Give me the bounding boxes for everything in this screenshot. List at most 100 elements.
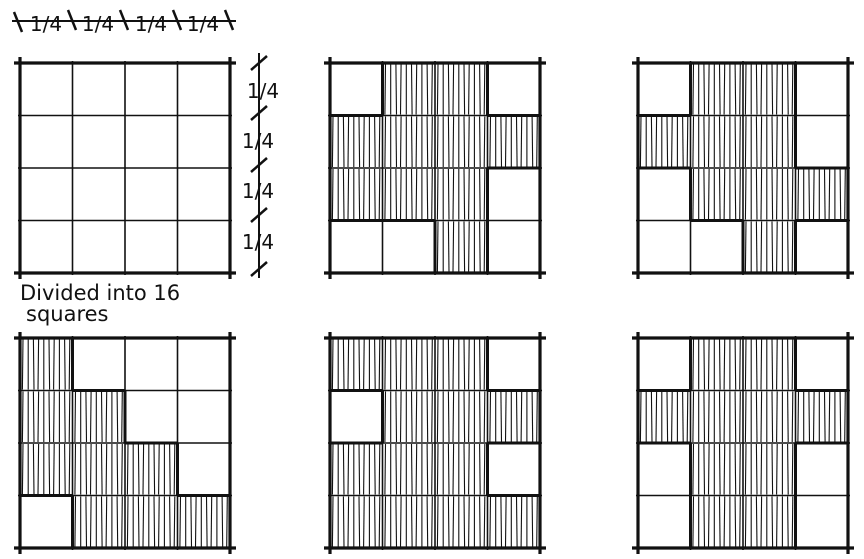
hatch-stroke	[68, 443, 71, 495]
hatched-cell	[436, 391, 486, 443]
hatch-stroke	[703, 338, 706, 390]
hatch-stroke	[650, 116, 653, 168]
hatch-stroke	[536, 496, 538, 548]
hatch-stroke	[703, 496, 706, 548]
hatch-stroke	[787, 338, 789, 390]
hatch-stroke	[744, 63, 747, 115]
hatch-stroke	[703, 63, 706, 115]
hatch-stroke	[468, 116, 470, 168]
hatch-stroke	[447, 221, 450, 273]
hatch-stroke	[105, 496, 108, 548]
hatch-stroke	[153, 443, 156, 495]
hatched-cell	[384, 168, 433, 220]
hatch-stroke	[142, 496, 145, 548]
hatch-stroke	[812, 168, 815, 220]
hatch-stroke	[121, 391, 123, 443]
hatch-stroke	[791, 338, 794, 390]
grid-pattern-bottom-left	[14, 332, 236, 554]
hatch-stroke	[415, 443, 418, 495]
hatch-stroke	[347, 443, 350, 495]
hatched-cell	[692, 443, 741, 495]
hatch-stroke	[760, 168, 763, 220]
hatch-stroke	[331, 443, 334, 495]
hatch-stroke	[739, 443, 741, 495]
hatch-stroke	[692, 168, 695, 220]
hatch-stroke	[48, 391, 51, 443]
hatch-stroke	[64, 391, 66, 443]
hatch-stroke	[682, 116, 684, 168]
hatch-stroke	[436, 168, 439, 220]
hatch-stroke	[347, 496, 350, 548]
hatch-stroke	[776, 496, 778, 548]
hatch-stroke	[126, 496, 129, 548]
hatch-stroke	[399, 338, 402, 390]
hatch-stroke	[504, 496, 507, 548]
hatch-stroke	[32, 391, 35, 443]
hatch-stroke	[395, 391, 398, 443]
hatch-stroke	[105, 391, 108, 443]
tick-mark	[118, 9, 130, 31]
hatch-stroke	[755, 443, 758, 495]
hatch-stroke	[447, 496, 450, 548]
hatch-stroke	[395, 338, 398, 390]
hatch-stroke	[452, 338, 455, 390]
hatched-cell	[744, 443, 794, 495]
hatch-stroke	[431, 391, 433, 443]
hatch-stroke	[74, 443, 77, 495]
hatch-stroke	[489, 391, 492, 443]
hatch-stroke	[384, 391, 387, 443]
hatch-stroke	[703, 443, 706, 495]
hatch-stroke	[707, 63, 710, 115]
hatch-stroke	[776, 63, 778, 115]
hatch-stroke	[21, 443, 24, 495]
hatch-stroke	[468, 221, 470, 273]
hatch-stroke	[363, 496, 365, 548]
hatch-stroke	[74, 496, 77, 548]
side-dimension-label: 1/4	[242, 230, 274, 254]
hatch-stroke	[436, 496, 439, 548]
hatch-stroke	[468, 391, 470, 443]
hatch-stroke	[734, 63, 737, 115]
hatch-stroke	[776, 338, 778, 390]
hatch-stroke	[671, 391, 673, 443]
hatched-cell	[331, 338, 381, 390]
hatch-stroke	[64, 338, 66, 390]
side-dimension-label: 1/4	[242, 129, 274, 153]
hatched-cell	[797, 391, 846, 443]
hatched-cell	[639, 391, 689, 443]
hatched-cell	[179, 496, 228, 548]
hatch-stroke	[415, 168, 418, 220]
caption-line-1: Divided into 16	[20, 281, 180, 305]
hatch-stroke	[791, 496, 794, 548]
hatch-stroke	[374, 168, 376, 220]
hatch-stroke	[399, 496, 402, 548]
hatch-stroke	[760, 63, 763, 115]
hatch-stroke	[342, 443, 345, 495]
hatch-stroke	[116, 391, 119, 443]
hatch-stroke	[718, 443, 721, 495]
tick-mark	[223, 9, 235, 31]
tick-mark	[171, 9, 183, 31]
hatch-stroke	[463, 443, 466, 495]
hatch-stroke	[74, 391, 77, 443]
hatch-stroke	[515, 116, 518, 168]
hatch-stroke	[666, 391, 669, 443]
hatch-stroke	[707, 338, 710, 390]
hatch-stroke	[666, 116, 669, 168]
hatch-stroke	[844, 391, 846, 443]
hatch-stroke	[452, 168, 455, 220]
hatch-stroke	[776, 391, 778, 443]
hatch-stroke	[384, 443, 387, 495]
hatch-stroke	[363, 168, 365, 220]
hatched-cell	[384, 63, 433, 115]
hatch-stroke	[410, 391, 413, 443]
hatch-stroke	[331, 338, 334, 390]
hatch-stroke	[173, 443, 176, 495]
hatch-stroke	[791, 443, 794, 495]
hatch-stroke	[347, 338, 350, 390]
hatch-stroke	[452, 496, 455, 548]
hatch-stroke	[639, 116, 642, 168]
hatch-stroke	[173, 496, 176, 548]
grid-plain-grid	[14, 57, 236, 279]
hatch-stroke	[655, 116, 658, 168]
